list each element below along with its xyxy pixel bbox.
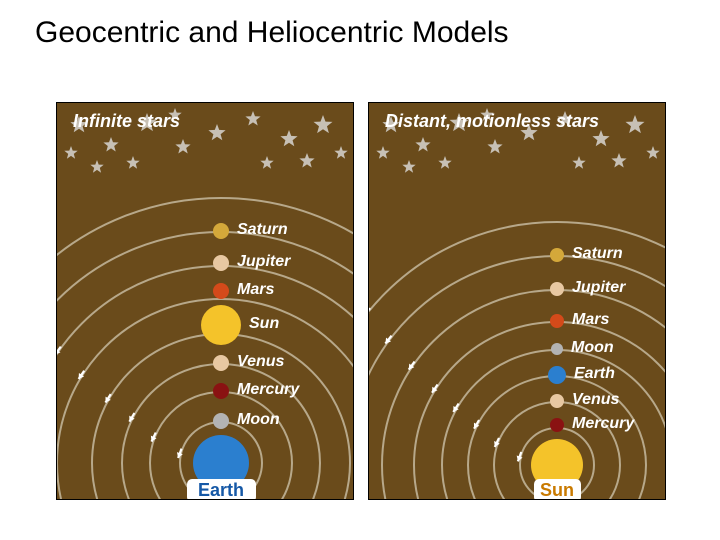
planet-mars	[550, 314, 564, 328]
planet-label-saturn: Saturn	[572, 245, 623, 263]
planet-label-jupiter: Jupiter	[237, 253, 290, 271]
planet-saturn	[213, 223, 229, 239]
planet-label-mars: Mars	[572, 311, 609, 329]
planet-label-earth: Earth	[574, 365, 615, 383]
star-icon	[103, 137, 119, 153]
star-icon	[572, 156, 586, 170]
star-icon	[646, 146, 660, 160]
star-icon	[334, 146, 348, 160]
star-icon	[280, 130, 298, 148]
star-icon	[208, 124, 226, 142]
star-icon	[299, 153, 315, 169]
planet-label-moon: Moon	[571, 339, 614, 357]
planet-venus	[213, 355, 229, 371]
planet-label-sun: Sun	[249, 315, 279, 333]
geocentric-panel: Infinite stars Moon Mercury Venus Sun Mars Jup…	[56, 102, 354, 500]
star-icon	[402, 160, 416, 174]
heliocentric-panel: Distant, motionless stars Mercury Venus Ear…	[368, 102, 666, 500]
planet-saturn	[550, 248, 564, 262]
planet-label-jupiter: Jupiter	[572, 279, 625, 297]
stars-label: Distant, motionless stars	[385, 111, 599, 132]
center-label-earth: Earth	[187, 479, 256, 500]
planet-moon	[551, 343, 563, 355]
star-icon	[376, 146, 390, 160]
planet-label-venus: Venus	[237, 353, 284, 371]
planet-mercury	[213, 383, 229, 399]
center-label-sun: Sun	[534, 479, 581, 500]
planet-label-mercury: Mercury	[572, 415, 634, 433]
stars-label: Infinite stars	[73, 111, 180, 132]
planet-label-moon: Moon	[237, 411, 280, 429]
planet-mars	[213, 283, 229, 299]
diagram-panels: Infinite stars Moon Mercury Venus Sun Mars Jup…	[56, 102, 666, 500]
star-icon	[415, 137, 431, 153]
star-icon	[438, 156, 452, 170]
star-icon	[487, 139, 503, 155]
star-icon	[592, 130, 610, 148]
planet-mercury	[550, 418, 564, 432]
planet-label-saturn: Saturn	[237, 221, 288, 239]
planet-earth	[548, 366, 566, 384]
star-icon	[245, 111, 261, 127]
planet-label-mercury: Mercury	[237, 381, 299, 399]
star-icon	[611, 153, 627, 169]
star-icon	[90, 160, 104, 174]
star-icon	[313, 115, 333, 135]
planet-moon	[213, 413, 229, 429]
planet-label-mars: Mars	[237, 281, 274, 299]
planet-venus	[550, 394, 564, 408]
star-icon	[175, 139, 191, 155]
planet-sun	[201, 305, 241, 345]
planet-jupiter	[550, 282, 564, 296]
star-icon	[625, 115, 645, 135]
planet-label-venus: Venus	[572, 391, 619, 409]
star-icon	[64, 146, 78, 160]
star-icon	[126, 156, 140, 170]
star-icon	[260, 156, 274, 170]
planet-jupiter	[213, 255, 229, 271]
page-title: Geocentric and Heliocentric Models	[35, 16, 509, 50]
